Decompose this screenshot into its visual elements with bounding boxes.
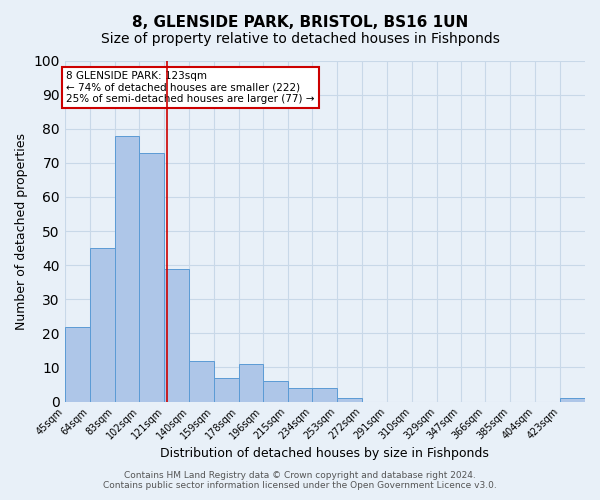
Text: Contains HM Land Registry data © Crown copyright and database right 2024.
Contai: Contains HM Land Registry data © Crown c… — [103, 470, 497, 490]
Bar — [189, 360, 214, 402]
Text: 8, GLENSIDE PARK, BRISTOL, BS16 1UN: 8, GLENSIDE PARK, BRISTOL, BS16 1UN — [132, 15, 468, 30]
Bar — [560, 398, 585, 402]
Y-axis label: Number of detached properties: Number of detached properties — [15, 132, 28, 330]
Bar — [65, 326, 89, 402]
Text: 8 GLENSIDE PARK: 123sqm
← 74% of detached houses are smaller (222)
25% of semi-d: 8 GLENSIDE PARK: 123sqm ← 74% of detache… — [66, 70, 314, 104]
X-axis label: Distribution of detached houses by size in Fishponds: Distribution of detached houses by size … — [160, 447, 490, 460]
Bar — [337, 398, 362, 402]
Bar — [164, 268, 189, 402]
Bar — [115, 136, 139, 402]
Text: Size of property relative to detached houses in Fishponds: Size of property relative to detached ho… — [101, 32, 499, 46]
Bar — [263, 381, 287, 402]
Bar — [313, 388, 337, 402]
Bar — [239, 364, 263, 402]
Bar — [214, 378, 239, 402]
Bar — [89, 248, 115, 402]
Bar — [139, 152, 164, 402]
Bar — [287, 388, 313, 402]
